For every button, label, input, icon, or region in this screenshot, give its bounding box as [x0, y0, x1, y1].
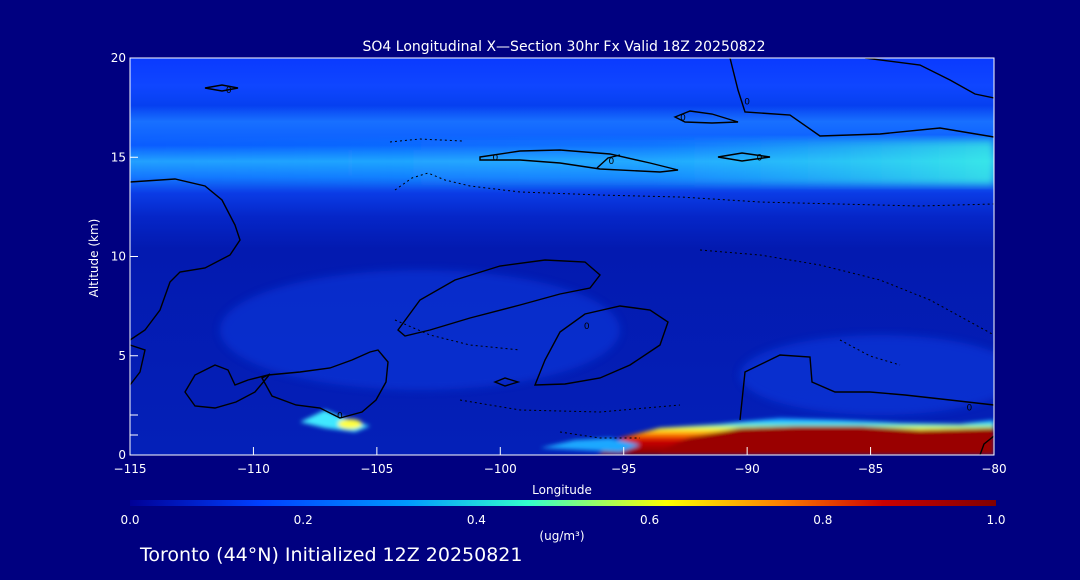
contour-line: [130, 178, 241, 341]
contour-line: [673, 110, 739, 124]
dashed-contour: [699, 249, 994, 336]
y-tick-label: 20: [111, 51, 126, 65]
y-axis-ticks: 0 5 10 15 20: [111, 51, 138, 462]
contour-line: [739, 354, 994, 421]
plot-field: [130, 58, 994, 455]
colorbar-tick-label: 0.6: [640, 513, 659, 527]
contour-line: [479, 149, 679, 173]
dashed-contour: [559, 431, 640, 439]
x-tick-label: −105: [360, 462, 393, 476]
footer-caption: Toronto (44°N) Initialized 12Z 20250821: [139, 544, 523, 566]
contour-line: [979, 435, 994, 455]
right-lower-patch: [740, 335, 994, 415]
contour-line: [596, 154, 621, 169]
colorbar-unit-label: (ug/m³): [539, 529, 584, 543]
x-tick-label: −85: [858, 462, 883, 476]
y-tick-label: 15: [111, 150, 126, 164]
contour-label: 0: [226, 86, 232, 96]
contour-line: [204, 84, 239, 92]
contour-label: 0: [757, 153, 763, 163]
hotspot-west-core: [338, 419, 362, 429]
contour-label: 0: [680, 114, 686, 124]
upper-band-highlight: [130, 140, 994, 185]
contour-line: [729, 58, 994, 138]
colorbar-tick-label: 0.8: [813, 513, 832, 527]
x-tick-label: −100: [484, 462, 517, 476]
contour-label: 0: [584, 322, 590, 332]
y-axis-label: Altitude (km): [87, 219, 101, 298]
contour-label: 0: [609, 157, 615, 167]
hotspot-east-core: [660, 426, 994, 455]
contour-line: [184, 349, 389, 419]
dashed-contour: [389, 138, 463, 143]
contour-line: [493, 377, 521, 387]
colorbar: [130, 500, 996, 506]
x-tick-label: −110: [237, 462, 270, 476]
hotspot-mid-low: [540, 438, 640, 452]
y-tick-label: 10: [111, 250, 126, 264]
y-tick-label: 0: [118, 448, 126, 462]
x-tick-label: −95: [611, 462, 636, 476]
contour-label: 0: [492, 153, 498, 163]
dashed-contours: [389, 138, 994, 439]
contour-line: [130, 344, 146, 386]
x-axis-ticks: −115 −110 −105 −100 −95 −90 −85 −80: [114, 447, 1007, 476]
contour-line: [533, 305, 669, 386]
dashed-contour: [459, 399, 681, 413]
x-axis-label: Longitude: [532, 483, 592, 497]
contour-line: [864, 58, 994, 99]
colorbar-tick-label: 0.2: [294, 513, 313, 527]
dashed-contour: [394, 172, 994, 207]
colorbar-tick-labels: 0.0 0.2 0.4 0.6 0.8 1.0: [120, 513, 1005, 527]
x-tick-label: −80: [981, 462, 1006, 476]
colorbar-tick-label: 0.0: [120, 513, 139, 527]
contour-label: 0: [337, 411, 343, 421]
colorbar-tick-label: 1.0: [986, 513, 1005, 527]
contour-labels: 0 0 0 0 0 0 0 0 0: [226, 86, 973, 422]
y-tick-label: 5: [118, 349, 126, 363]
x-tick-label: −90: [734, 462, 759, 476]
contours: [130, 58, 994, 455]
colorbar-tick-label: 0.4: [467, 513, 486, 527]
chart-title: SO4 Longitudinal X—Section 30hr Fx Valid…: [363, 39, 766, 55]
hotspots: [300, 410, 994, 455]
contour-line: [397, 259, 601, 337]
x-tick-label: −115: [114, 462, 147, 476]
contour-line: [717, 152, 771, 162]
dashed-contour: [839, 339, 901, 366]
contour-label: 0: [744, 98, 750, 108]
contour-label: 0: [966, 403, 972, 413]
mid-level-lighter-patch: [220, 270, 620, 390]
